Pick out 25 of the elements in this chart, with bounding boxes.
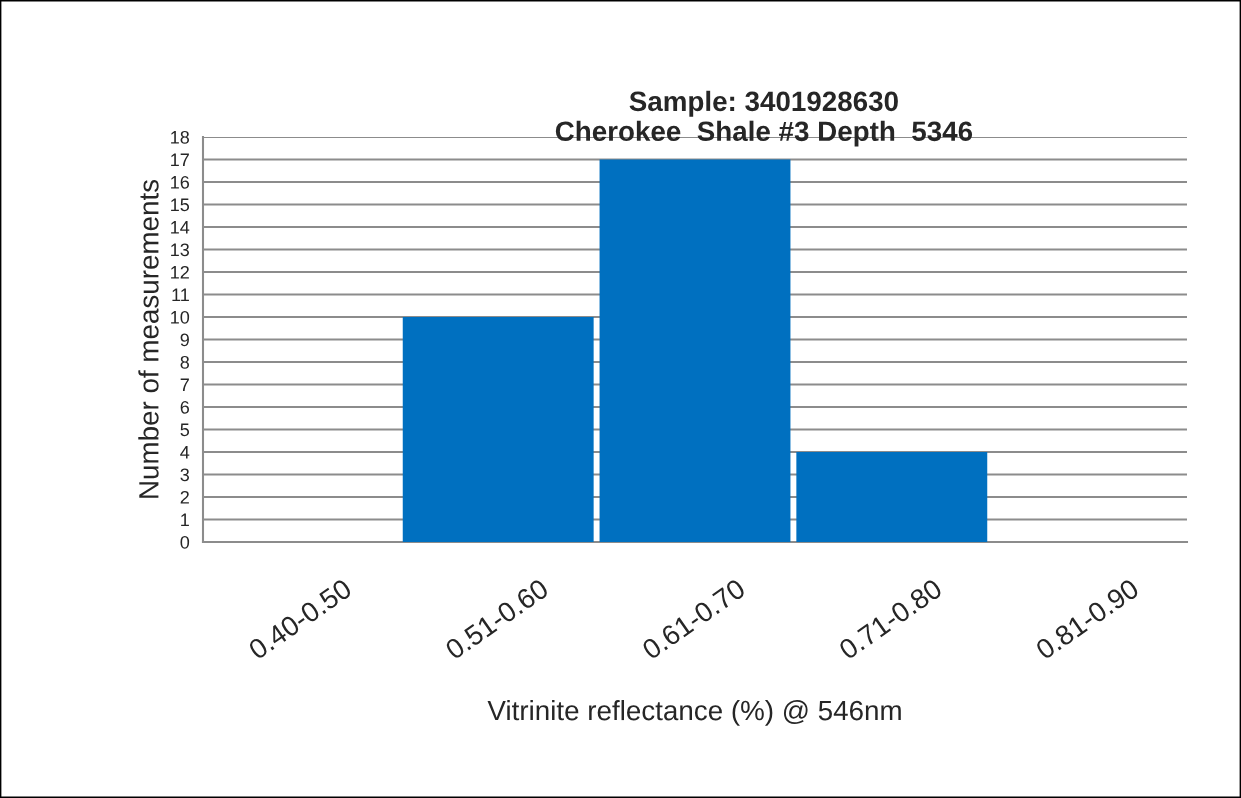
y-tick-label: 11 xyxy=(172,288,189,302)
y-tick-label: 9 xyxy=(180,333,189,347)
y-tick-label: 12 xyxy=(171,265,189,279)
y-tick-label: 3 xyxy=(180,468,190,482)
chart-title: Sample: 3401928630 Cherokee Shale #3 Depth 5346 xyxy=(555,90,973,147)
y-axis-title: Number of measurements xyxy=(138,179,159,498)
y-tick-label: 17 xyxy=(171,153,189,167)
y-tick-label: 13 xyxy=(171,243,190,257)
bar xyxy=(796,452,988,542)
y-tick-label: 15 xyxy=(171,198,190,212)
y-tick-label: 2 xyxy=(180,490,189,504)
y-tick-label: 0 xyxy=(180,535,190,549)
y-tick-label: 5 xyxy=(180,423,190,437)
x-axis-title: Vitrinite reflectance (%) @ 546nm xyxy=(487,699,901,726)
y-tick-label: 14 xyxy=(171,221,190,234)
y-tick-label: 6 xyxy=(180,400,190,414)
y-tick-label: 10 xyxy=(171,310,190,324)
y-tick-label: 16 xyxy=(171,175,190,189)
bar xyxy=(599,159,791,542)
y-tick-label: 1 xyxy=(181,513,189,527)
y-tick-label: 18 xyxy=(171,130,190,144)
y-tick-label: 4 xyxy=(180,446,190,459)
y-tick-label: 8 xyxy=(180,355,190,369)
y-tick-label: 7 xyxy=(180,378,189,392)
bar xyxy=(402,317,594,542)
